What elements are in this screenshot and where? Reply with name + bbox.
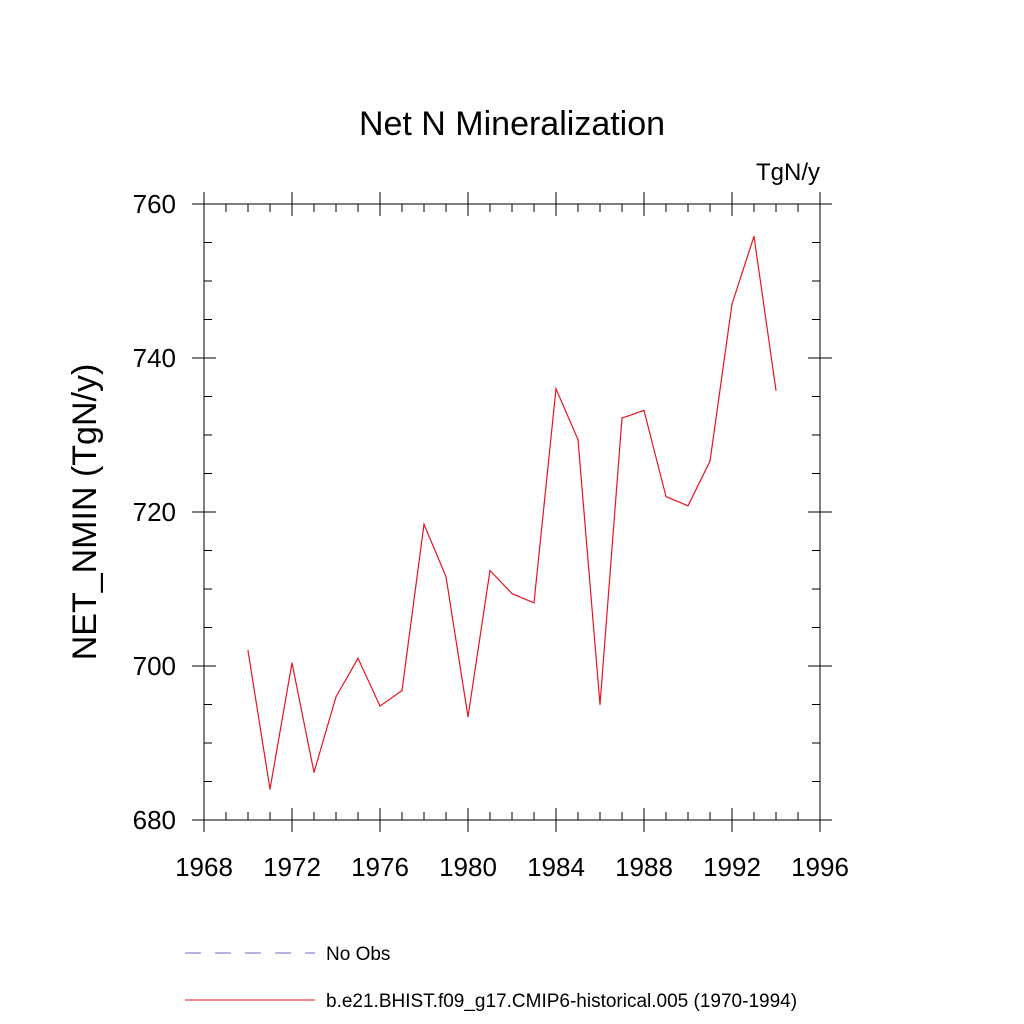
data-point bbox=[269, 788, 271, 790]
x-tick-label: 1976 bbox=[351, 852, 409, 882]
y-tick-label: 720 bbox=[133, 497, 176, 527]
series-line-0 bbox=[247, 236, 777, 790]
data-point bbox=[423, 523, 425, 525]
data-point bbox=[489, 569, 491, 572]
chart-title: Net N Mineralization bbox=[359, 105, 665, 143]
x-tick-label: 1988 bbox=[615, 852, 673, 882]
data-point bbox=[555, 388, 557, 390]
data-point bbox=[665, 496, 667, 498]
legend-label-no-obs: No Obs bbox=[326, 944, 390, 965]
x-tick-label: 1968 bbox=[175, 852, 233, 882]
data-point bbox=[401, 690, 403, 692]
data-point bbox=[445, 576, 447, 578]
data-point bbox=[533, 602, 535, 604]
x-tick-label: 1984 bbox=[527, 852, 585, 882]
data-point bbox=[247, 650, 249, 652]
legend-label-historical: b.e21.BHIST.f09_g17.CMIP6-historical.005… bbox=[326, 991, 797, 1012]
data-point bbox=[577, 439, 579, 441]
data-point bbox=[599, 703, 601, 706]
data-point bbox=[357, 657, 359, 659]
y-tick-label: 760 bbox=[133, 189, 176, 219]
y-tick-label: 700 bbox=[133, 651, 176, 681]
legend: No Obs b.e21.BHIST.f09_g17.CMIP6-histori… bbox=[185, 944, 797, 1012]
data-point bbox=[291, 662, 293, 664]
data-point bbox=[511, 593, 513, 595]
data-point bbox=[621, 417, 623, 419]
x-tick-label: 1980 bbox=[439, 852, 497, 882]
y-axis-label: NET_NMIN (TgN/y) bbox=[66, 364, 104, 661]
x-tick-label: 1996 bbox=[791, 852, 849, 882]
x-tick-label: 1992 bbox=[703, 852, 761, 882]
series-layer bbox=[247, 235, 777, 790]
major-ticks bbox=[192, 192, 832, 832]
data-point bbox=[467, 716, 469, 718]
data-point bbox=[335, 696, 337, 698]
data-point bbox=[643, 409, 645, 411]
data-point bbox=[775, 389, 777, 391]
y-tick-label: 680 bbox=[133, 805, 176, 835]
data-point bbox=[731, 303, 733, 305]
y-tick-labels: 680 700 720 740 760 bbox=[133, 189, 176, 835]
y-tick-label: 740 bbox=[133, 343, 176, 373]
data-point bbox=[753, 235, 755, 237]
data-point bbox=[379, 705, 381, 707]
plot-frame bbox=[203, 203, 821, 821]
data-point bbox=[709, 460, 711, 462]
units-label: TgN/y bbox=[756, 159, 820, 186]
x-tick-labels: 1968 1972 1976 1980 1984 1988 1992 1996 bbox=[175, 852, 849, 882]
minor-ticks bbox=[204, 204, 820, 820]
data-point bbox=[687, 505, 689, 507]
data-point bbox=[313, 771, 315, 773]
x-tick-label: 1972 bbox=[263, 852, 321, 882]
